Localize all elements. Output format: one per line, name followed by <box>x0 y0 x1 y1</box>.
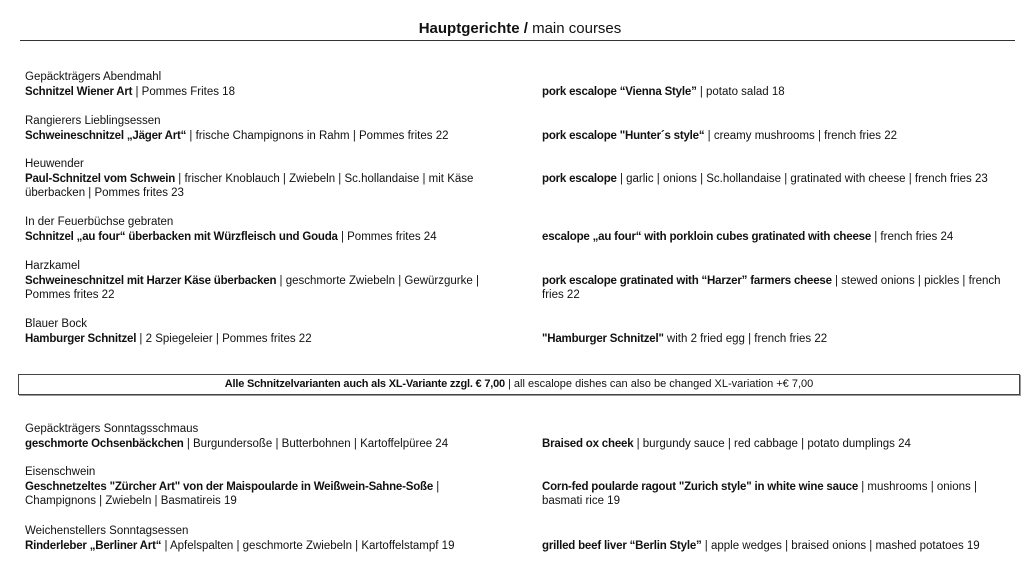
dish-title: Schnitzel „au four“ überbacken mit Würzf… <box>25 230 338 243</box>
dish-details: | Pommes frites 24 <box>337 230 437 243</box>
dish-title: "Hamburger Schnitzel" <box>542 332 664 345</box>
menu-item-english: Braised ox cheek | burgundy sauce | red … <box>542 437 1010 452</box>
menu-item-german: Harzkamel Schweineschnitzel mit Harzer Kä… <box>25 259 503 303</box>
dish-title: pork escalope <box>542 172 617 185</box>
dish-details: | garlic | onions | Sc.hollandaise | gra… <box>616 172 988 185</box>
dish-title: Rinderleber „Berliner Art“ <box>25 539 162 552</box>
dish-title: grilled beef liver “Berlin Style” <box>542 539 702 552</box>
dish-details: | burgundy sauce | red cabbage | potato … <box>633 437 911 450</box>
dish-title: Corn-fed poularde ragout "Zurich style" … <box>542 480 859 493</box>
dish-details: | stewed onions | pickles | french fries… <box>542 274 1001 302</box>
dish-name: Gepäckträgers Abendmahl <box>25 71 162 83</box>
title-english: main courses <box>527 20 622 37</box>
dish-name: Rangierers Lieblingsessen <box>25 115 161 127</box>
xl-variant-notice: Alle Schnitzelvarianten auch als XL-Vari… <box>18 374 1020 395</box>
dish-title: Braised ox cheek <box>542 437 634 450</box>
menu-item-english: grilled beef liver “Berlin Style” | appl… <box>542 539 1010 554</box>
dish-title: geschmorte Ochsenbäckchen <box>25 437 184 450</box>
dish-title: pork escalope "Hunter´s style“ <box>542 129 705 142</box>
menu-item-german: Rangierers Lieblingsessen Schweineschnitz… <box>25 114 503 143</box>
menu-item-german: Weichenstellers Sonntagsessen Rinderleber… <box>25 524 503 553</box>
dish-title: Schnitzel Wiener Art <box>25 85 133 98</box>
dish-title: Hamburger Schnitzel <box>25 332 137 345</box>
dish-details: | frische Champignons in Rahm | Pommes f… <box>186 129 449 142</box>
dish-details: | Apfelspalten | geschmorte Zwiebeln | K… <box>161 539 455 552</box>
menu-item-german: Eisenschwein Geschnetzeltes "Zürcher Art"… <box>25 465 503 509</box>
dish-title: Schweineschnitzel mit Harzer Käse überba… <box>25 274 277 287</box>
dish-details: | geschmorte Zwiebeln | Gewürzgurke | Po… <box>25 274 479 302</box>
dish-title: Paul-Schnitzel vom Schwein <box>25 172 176 185</box>
dish-details: with 2 fried egg | french fries 22 <box>663 332 828 345</box>
menu-item-english: pork escalope | garlic | onions | Sc.hol… <box>542 172 1010 187</box>
notice-german: Alle Schnitzelvarianten auch als XL-Vari… <box>224 378 505 390</box>
dish-name: Blauer Bock <box>25 318 88 330</box>
title-underline <box>20 40 1015 41</box>
menu-item-english: pork escalope gratinated with “Harzer” f… <box>542 274 1010 303</box>
dish-title: pork escalope gratinated with “Harzer” f… <box>542 274 832 287</box>
dish-title: pork escalope “Vienna Style” <box>542 85 697 98</box>
menu-item-english: pork escalope "Hunter´s style“ | creamy … <box>542 129 1010 144</box>
menu-item-german: Gepäckträgers Abendmahl Schnitzel Wiener … <box>25 70 503 99</box>
dish-name: Weichenstellers Sonntagsessen <box>25 525 189 537</box>
menu-item-english: escalope „au four“ with porkloin cubes g… <box>542 230 1010 245</box>
menu-item-english: pork escalope “Vienna Style” | potato sa… <box>542 85 1010 100</box>
dish-details: | Burgundersoße | Butterbohnen | Kartoff… <box>183 437 449 450</box>
notice-english: | all escalope dishes can also be change… <box>504 378 814 390</box>
dish-details: | frischer Knoblauch | Zwiebeln | Sc.hol… <box>25 172 474 200</box>
dish-details: | mushrooms | onions | basmati rice 19 <box>542 480 977 508</box>
dish-details: | 2 Spiegeleier | Pommes frites 22 <box>136 332 312 345</box>
menu-item-german: In der Feuerbüchse gebraten Schnitzel „au… <box>25 215 503 244</box>
dish-name: Heuwender <box>25 158 84 170</box>
dish-name: Harzkamel <box>25 260 80 272</box>
dish-name: Gepäckträgers Sonntagsschmaus <box>25 423 199 435</box>
dish-name: In der Feuerbüchse gebraten <box>25 216 174 228</box>
title-german: Hauptgerichte / <box>418 20 528 37</box>
dish-details: | french fries 24 <box>871 230 954 243</box>
menu-item-german: Blauer Bock Hamburger Schnitzel | 2 Spieg… <box>25 317 503 346</box>
dish-title: escalope „au four“ with porkloin cubes g… <box>542 230 872 243</box>
dish-details: | potato salad 18 <box>696 85 785 98</box>
menu-item-english: "Hamburger Schnitzel" with 2 fried egg |… <box>542 332 1010 347</box>
dish-details: | apple wedges | braised onions | mashed… <box>701 539 980 552</box>
dish-details: | Champignons | Zwiebeln | Basmatireis 1… <box>25 480 440 508</box>
menu-item-german: Heuwender Paul-Schnitzel vom Schwein | fr… <box>25 157 503 201</box>
menu-item-german: Gepäckträgers Sonntagsschmaus geschmorte … <box>25 422 503 451</box>
dish-title: Geschnetzeltes "Zürcher Art" von der Mai… <box>25 480 434 493</box>
dish-title: Schweineschnitzel „Jäger Art“ <box>25 129 187 142</box>
page-title: Hauptgerichte / main courses <box>0 19 1024 39</box>
dish-details: | Pommes Frites 18 <box>132 85 235 98</box>
dish-name: Eisenschwein <box>25 466 96 478</box>
menu-item-english: Corn-fed poularde ragout "Zurich style" … <box>542 480 1010 509</box>
dish-details: | creamy mushrooms | french fries 22 <box>704 129 898 142</box>
